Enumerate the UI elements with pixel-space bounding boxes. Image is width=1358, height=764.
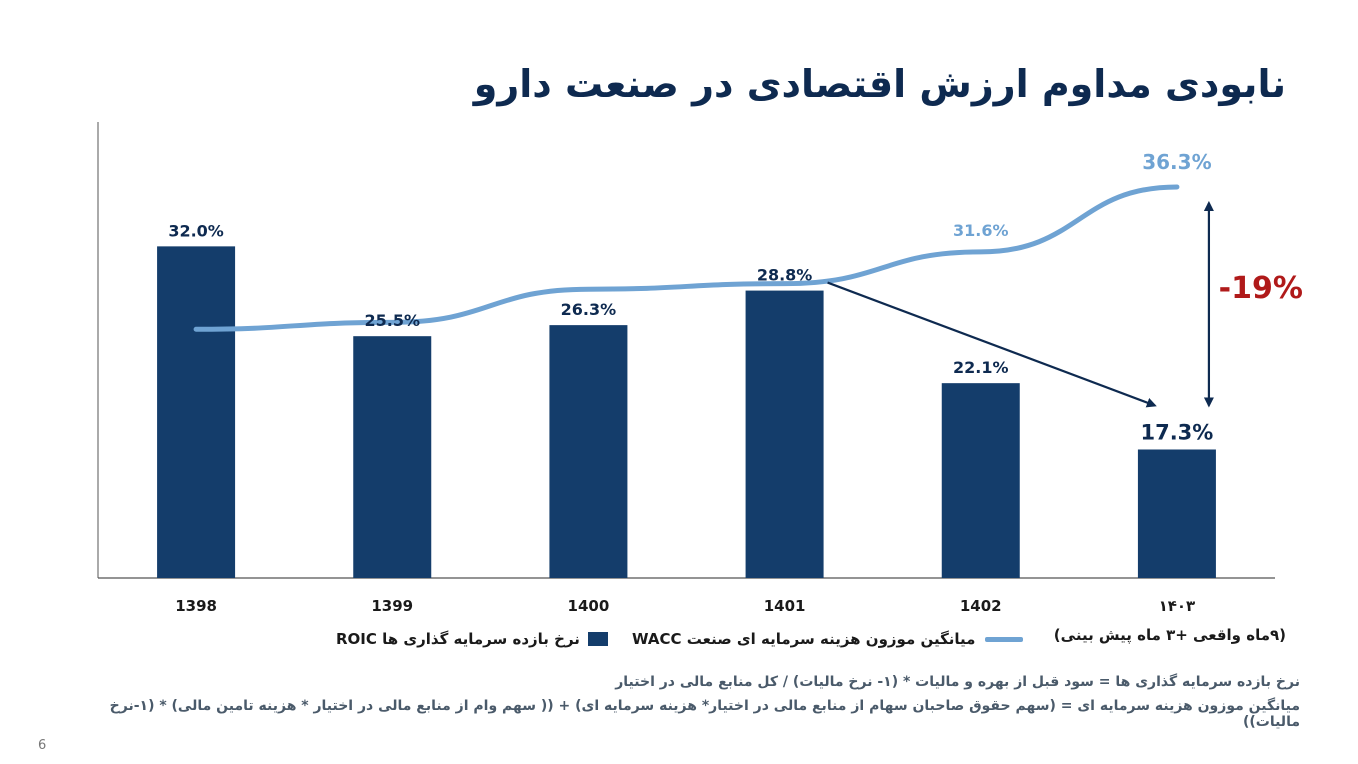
roic-label-1402: 22.1%	[953, 358, 1009, 377]
last-category-note: (۹ماه واقعی +۳ ماه پیش بینی)	[1053, 626, 1286, 644]
legend-label-wacc: میانگین موزون هزینه سرمایه ای صنعت WACC	[632, 630, 976, 648]
data-labels: 32.0% 25.5% 26.3% 28.8% 22.1% 17.3% 31.6% 36.3%	[168, 150, 1213, 445]
x-tick-1402: 1402	[960, 597, 1002, 615]
wacc-label-۱۴۰۳: 36.3%	[1142, 150, 1211, 174]
x-tick-1401: 1401	[764, 597, 806, 615]
roic-bar-۱۴۰۳	[1137, 449, 1216, 578]
page-number: 6	[38, 738, 47, 753]
page-title: نابودی مداوم ارزش اقتصادی در صنعت دارو	[473, 62, 1286, 106]
roic-label-۱۴۰۳: 17.3%	[1140, 420, 1213, 444]
roic-label-1399: 25.5%	[364, 311, 420, 330]
roic-bars	[157, 246, 1216, 578]
legend-label-roic: نرخ بازده سرمایه گذاری ها ROIC	[336, 630, 580, 648]
roic-label-1398: 32.0%	[168, 221, 224, 240]
x-tick-۱۴۰۳: ۱۴۰۳	[1159, 597, 1196, 615]
x-tick-1400: 1400	[568, 597, 610, 615]
roic-label-1401: 28.8%	[757, 266, 813, 285]
wacc-label-1402: 31.6%	[953, 221, 1009, 240]
x-tick-1398: 1398	[175, 597, 217, 615]
roic-bar-1402	[941, 383, 1020, 578]
legend-swatch-wacc	[985, 636, 1024, 642]
roic-bar-1401	[745, 290, 824, 578]
legend-item-wacc: میانگین موزون هزینه سرمایه ای صنعت WACC	[632, 630, 1024, 648]
roic-label-1400: 26.3%	[561, 300, 617, 319]
roic-bar-1399	[353, 336, 432, 578]
chart-axes	[97, 122, 1275, 579]
annotations: -19%	[827, 200, 1303, 408]
wacc-line-path	[193, 184, 1180, 332]
roic-bar-1398	[157, 246, 236, 578]
legend-swatch-roic	[587, 632, 608, 646]
legend-item-roic: نرخ بازده سرمایه گذاری ها ROIC	[336, 630, 608, 648]
formula-note-roic: نرخ بازده سرمایه گذاری ها = سود قبل از ب…	[615, 674, 1300, 690]
chart: 32.0% 25.5% 26.3% 28.8% 22.1% 17.3% 31.6% 36.3%…	[97, 122, 1303, 615]
x-tick-labels: 1398 1399 1400 1401 1402 ۱۴۰۳	[175, 597, 1195, 615]
gap-label: -19%	[1219, 271, 1303, 306]
formula-note-wacc: میانگین موزون هزینه سرمایه ای = (سهم حقو…	[109, 698, 1300, 730]
x-tick-1399: 1399	[371, 597, 413, 615]
roic-bar-1400	[549, 325, 628, 578]
decline-arrow	[827, 281, 1157, 408]
wacc-line	[193, 184, 1180, 332]
